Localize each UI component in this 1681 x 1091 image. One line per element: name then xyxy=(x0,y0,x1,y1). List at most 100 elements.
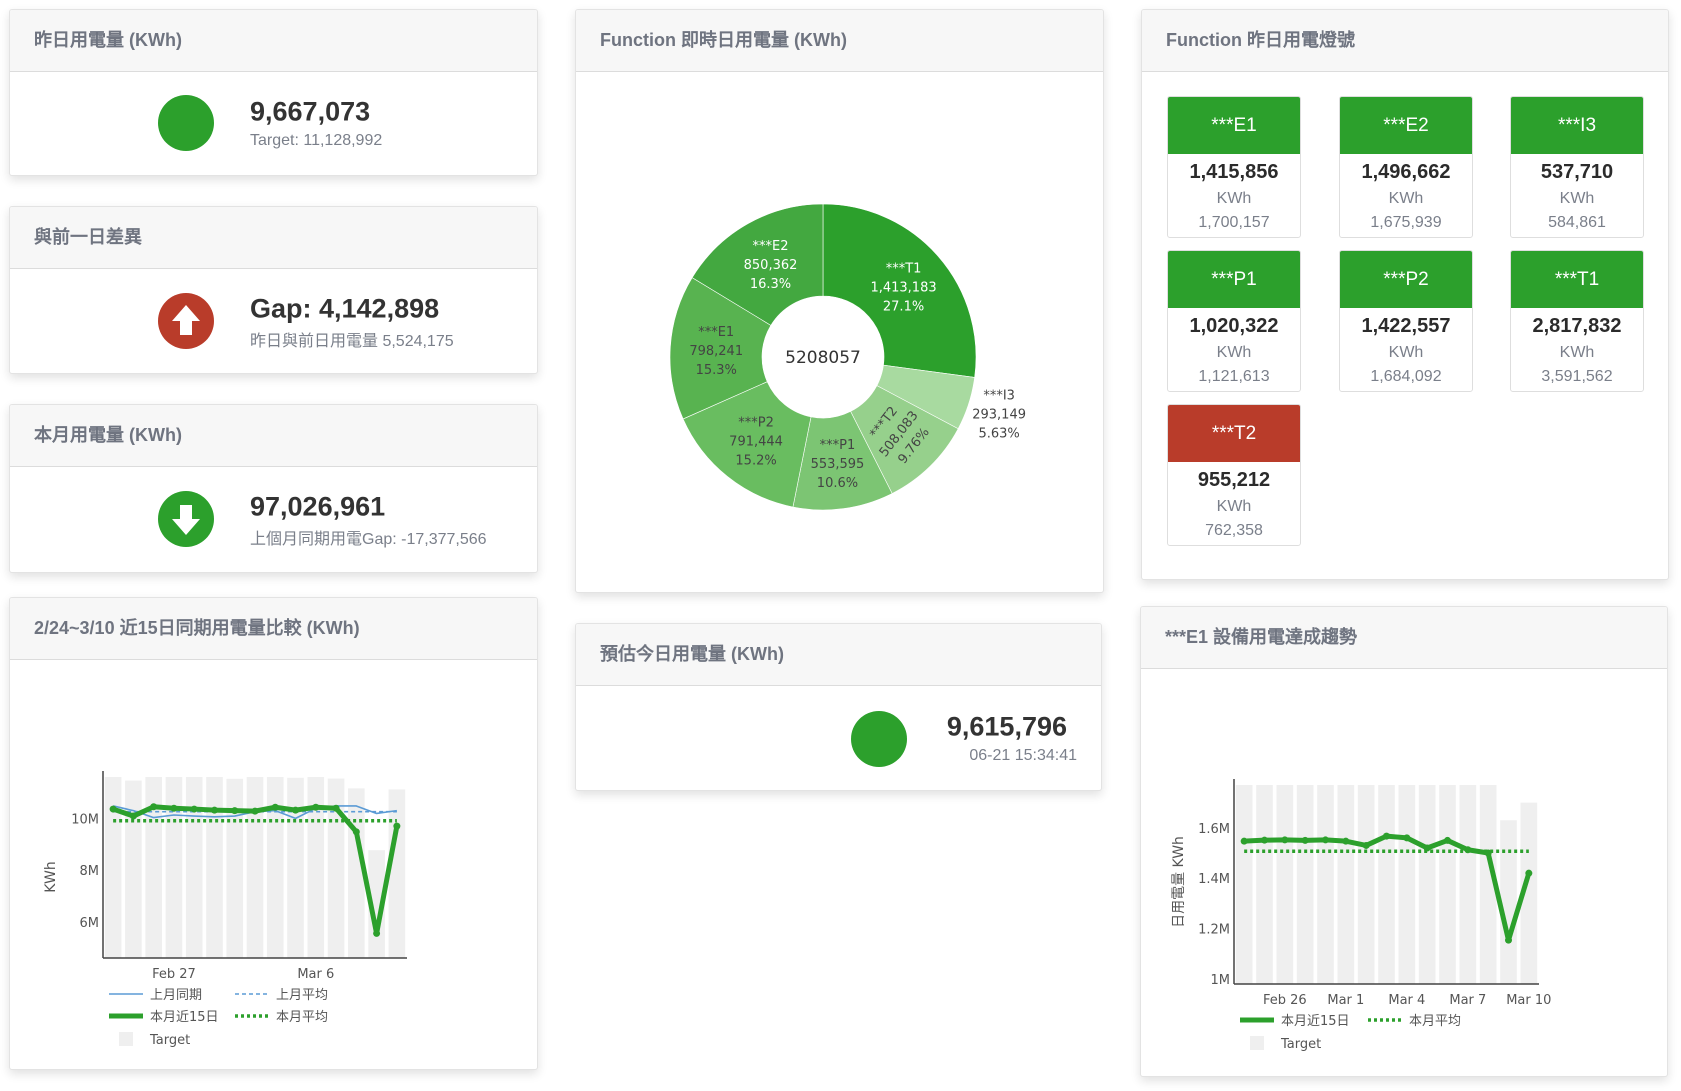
data-point[interactable] xyxy=(271,803,279,811)
card-title: 預估今日用電量 (KWh) xyxy=(576,624,1101,686)
data-point[interactable] xyxy=(1240,837,1248,845)
tile-value: 1,415,856 xyxy=(1189,161,1279,183)
light-tile[interactable]: ***I3 537,710 KWh 584,861 xyxy=(1510,96,1644,238)
data-point[interactable] xyxy=(393,822,401,830)
x-tick-label: Feb 26 xyxy=(1263,993,1307,1008)
data-point[interactable] xyxy=(1342,837,1350,845)
data-point[interactable] xyxy=(129,812,137,820)
slice-name: ***P2 xyxy=(738,415,774,430)
light-tile[interactable]: ***T1 2,817,832 KWh 3,591,562 xyxy=(1510,250,1644,392)
slice-name: ***T1 xyxy=(886,262,922,277)
slice-label: ***T1 1,413,183 27.1% xyxy=(870,262,936,315)
target-bar[interactable] xyxy=(327,778,345,958)
green-status-icon xyxy=(851,711,907,767)
tile-value: 2,817,832 xyxy=(1532,315,1622,337)
data-point[interactable] xyxy=(1281,836,1289,844)
legend-item[interactable]: 本月平均 xyxy=(1368,1014,1461,1029)
data-point[interactable] xyxy=(190,805,198,813)
target-bar[interactable] xyxy=(1337,785,1355,984)
month-sub: 上個月同期用電Gap: -17,377,566 xyxy=(250,531,487,548)
target-bar[interactable] xyxy=(1378,785,1395,984)
data-point[interactable] xyxy=(251,807,259,815)
target-bar[interactable] xyxy=(246,777,264,958)
target-bar[interactable] xyxy=(1296,785,1314,984)
target-bar[interactable] xyxy=(1357,785,1375,984)
tile-name: ***E2 xyxy=(1340,97,1472,154)
target-bar[interactable] xyxy=(104,777,122,958)
target-bar[interactable] xyxy=(368,850,385,958)
target-bar[interactable] xyxy=(165,777,183,958)
legend-item[interactable]: 本月近15日 xyxy=(1240,1014,1350,1029)
data-point[interactable] xyxy=(1525,869,1533,877)
target-bar[interactable] xyxy=(1398,785,1416,984)
target-bar[interactable] xyxy=(1439,785,1456,984)
light-tile[interactable]: ***P1 1,020,322 KWh 1,121,613 xyxy=(1167,250,1301,392)
target-bar[interactable] xyxy=(125,780,142,958)
data-point[interactable] xyxy=(1444,836,1451,844)
tile-reference: 1,121,613 xyxy=(1198,368,1270,385)
legend-item[interactable]: 上月平均 xyxy=(235,988,328,1003)
donut-slice[interactable] xyxy=(682,381,812,508)
data-point[interactable] xyxy=(373,929,381,937)
legend-label: 上月平均 xyxy=(276,988,328,1003)
slice-name: ***P1 xyxy=(820,438,856,453)
target-bar[interactable] xyxy=(1276,785,1294,984)
target-bar[interactable] xyxy=(1235,785,1253,984)
legend-item[interactable]: 上月同期 xyxy=(109,988,202,1003)
slice-pct: 15.2% xyxy=(735,453,776,468)
data-point[interactable] xyxy=(1322,836,1329,844)
donut-slice[interactable] xyxy=(691,203,824,326)
legend-item[interactable]: Target xyxy=(1250,1036,1321,1052)
tile-reference: 1,684,092 xyxy=(1370,368,1442,385)
light-tile[interactable]: ***T2 955,212 KWh 762,358 xyxy=(1167,404,1301,546)
target-bar[interactable] xyxy=(1256,785,1273,984)
data-point[interactable] xyxy=(332,804,340,812)
data-point[interactable] xyxy=(1403,834,1411,842)
target-bar[interactable] xyxy=(1500,820,1517,984)
target-bar[interactable] xyxy=(388,789,406,958)
data-point[interactable] xyxy=(292,806,300,814)
data-point[interactable] xyxy=(109,805,117,813)
data-point[interactable] xyxy=(1301,836,1309,844)
legend-label: 本月近15日 xyxy=(150,1010,219,1025)
forecast-timestamp: 06-21 15:34:41 xyxy=(969,747,1077,764)
legend-item[interactable]: Target xyxy=(119,1032,190,1048)
target-bar[interactable] xyxy=(287,777,304,958)
data-point[interactable] xyxy=(150,803,158,811)
yesterday-target: Target: 11,128,992 xyxy=(250,132,383,149)
light-tile[interactable]: ***E2 1,496,662 KWh 1,675,939 xyxy=(1339,96,1473,238)
card-title: Function 即時日用電量 (KWh) xyxy=(576,10,1103,72)
data-point[interactable] xyxy=(1505,936,1512,944)
slice-name: ***E2 xyxy=(753,239,789,254)
data-point[interactable] xyxy=(231,807,239,815)
target-bar[interactable] xyxy=(1520,802,1538,984)
target-bar[interactable] xyxy=(206,777,223,958)
slice-pct: 10.6% xyxy=(817,476,858,491)
tile-unit: KWh xyxy=(1559,344,1595,361)
e1-trend-card: ***E1 設備用電達成趨勢 1M 1.2M 1.4M 1.6M Feb 26 Mar 1… xyxy=(1140,606,1668,1077)
target-bar[interactable] xyxy=(1418,785,1436,984)
y-tick-label: 1.4M xyxy=(1198,872,1230,887)
legend-item[interactable]: 本月近15日 xyxy=(109,1010,219,1025)
target-bar[interactable] xyxy=(1317,785,1334,984)
tile-reference: 3,591,562 xyxy=(1541,368,1613,385)
data-point[interactable] xyxy=(1362,841,1370,849)
light-tile[interactable]: ***P2 1,422,557 KWh 1,684,092 xyxy=(1339,250,1473,392)
donut-slice[interactable] xyxy=(822,203,977,378)
light-tile[interactable]: ***E1 1,415,856 KWh 1,700,157 xyxy=(1167,96,1301,238)
donut-slice[interactable] xyxy=(669,277,772,420)
data-point[interactable] xyxy=(312,803,320,811)
data-point[interactable] xyxy=(1261,836,1268,844)
target-bar[interactable] xyxy=(1459,785,1477,984)
data-point[interactable] xyxy=(352,828,360,836)
data-point[interactable] xyxy=(1383,832,1390,840)
data-point[interactable] xyxy=(170,804,178,812)
target-bar[interactable] xyxy=(226,778,244,958)
tile-name: ***T1 xyxy=(1511,251,1643,308)
legend-item[interactable]: 本月平均 xyxy=(235,1010,328,1025)
data-point[interactable] xyxy=(210,806,218,814)
target-bar[interactable] xyxy=(185,777,203,958)
tile-name: ***P2 xyxy=(1340,251,1472,308)
y-tick-label: 10M xyxy=(71,812,99,827)
target-bar[interactable] xyxy=(1479,785,1497,984)
